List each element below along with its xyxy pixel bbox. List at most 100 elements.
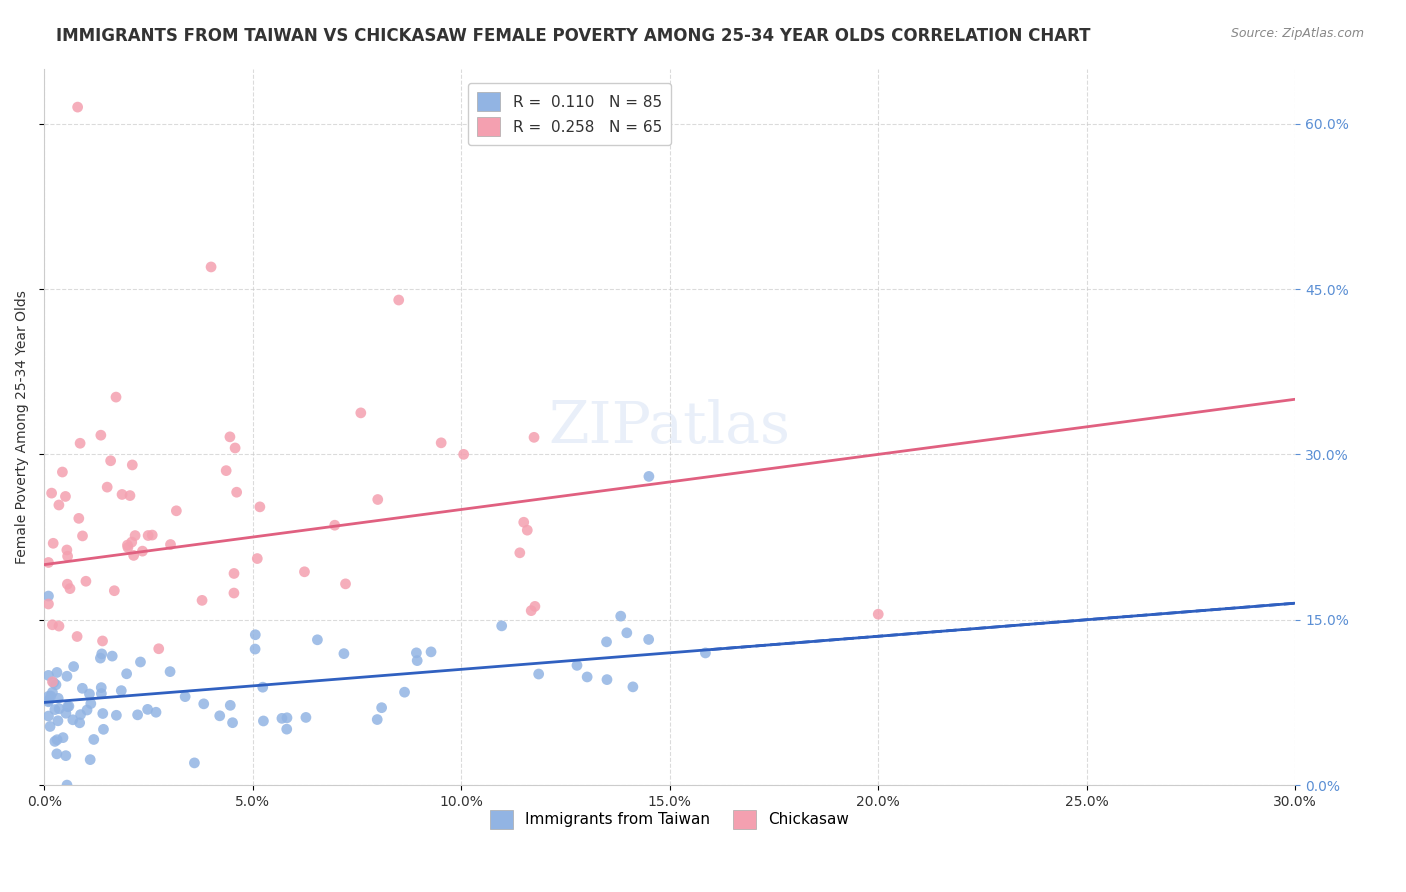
Point xyxy=(127,707,149,722)
Point xyxy=(45,747,67,761)
Point xyxy=(224,441,246,455)
Point xyxy=(276,722,298,736)
Point xyxy=(516,523,538,537)
Point xyxy=(69,707,91,722)
Point xyxy=(509,546,531,560)
Point xyxy=(39,689,62,703)
Point xyxy=(41,685,63,699)
Point xyxy=(37,589,59,603)
Point xyxy=(141,528,163,542)
Point xyxy=(72,681,94,696)
Point xyxy=(117,541,139,555)
Point xyxy=(323,518,346,533)
Point xyxy=(208,708,231,723)
Point xyxy=(183,756,205,770)
Point xyxy=(42,536,65,550)
Point xyxy=(93,723,115,737)
Point xyxy=(121,458,143,472)
Point xyxy=(41,674,63,689)
Point xyxy=(215,464,238,478)
Point xyxy=(388,293,411,307)
Point xyxy=(90,681,112,695)
Point xyxy=(219,430,242,444)
Point xyxy=(616,625,638,640)
Point xyxy=(91,706,114,721)
Point xyxy=(39,719,62,733)
Point xyxy=(59,582,82,596)
Point xyxy=(609,609,631,624)
Point xyxy=(115,666,138,681)
Point xyxy=(491,619,513,633)
Point xyxy=(103,583,125,598)
Point xyxy=(37,556,59,570)
Point xyxy=(367,492,389,507)
Point xyxy=(56,669,79,683)
Point xyxy=(295,710,318,724)
Point xyxy=(252,714,274,728)
Point xyxy=(638,469,661,483)
Point xyxy=(67,511,90,525)
Point xyxy=(370,700,392,714)
Point xyxy=(90,647,112,661)
Point xyxy=(83,732,105,747)
Point xyxy=(333,647,356,661)
Point xyxy=(565,658,588,673)
Point xyxy=(335,577,357,591)
Point xyxy=(200,260,222,274)
Point xyxy=(453,447,475,461)
Point xyxy=(193,697,215,711)
Point xyxy=(37,695,59,709)
Point xyxy=(56,778,79,792)
Point xyxy=(48,702,70,716)
Point xyxy=(46,714,69,728)
Point xyxy=(406,654,429,668)
Point xyxy=(46,665,69,680)
Point xyxy=(90,687,112,701)
Point xyxy=(37,709,59,723)
Point xyxy=(69,436,91,450)
Point xyxy=(430,435,453,450)
Point xyxy=(48,498,70,512)
Point xyxy=(221,715,243,730)
Point xyxy=(222,566,245,581)
Text: Source: ZipAtlas.com: Source: ZipAtlas.com xyxy=(1230,27,1364,40)
Legend: Immigrants from Taiwan, Chickasaw: Immigrants from Taiwan, Chickasaw xyxy=(484,804,855,835)
Point xyxy=(394,685,416,699)
Point xyxy=(520,604,543,618)
Y-axis label: Female Poverty Among 25-34 Year Olds: Female Poverty Among 25-34 Year Olds xyxy=(15,290,30,564)
Point xyxy=(101,649,124,664)
Point xyxy=(41,617,63,632)
Point xyxy=(405,646,427,660)
Point xyxy=(249,500,271,514)
Point xyxy=(48,619,70,633)
Point xyxy=(246,551,269,566)
Point xyxy=(37,693,59,707)
Point xyxy=(44,703,66,717)
Point xyxy=(66,630,89,644)
Point xyxy=(56,543,79,558)
Point xyxy=(165,504,187,518)
Point xyxy=(129,655,152,669)
Point xyxy=(76,703,98,717)
Point xyxy=(80,697,103,711)
Point xyxy=(42,675,65,690)
Point xyxy=(596,673,619,687)
Point xyxy=(56,549,79,564)
Point xyxy=(512,515,534,529)
Point xyxy=(56,699,79,714)
Point xyxy=(90,428,112,442)
Point xyxy=(58,699,80,714)
Point xyxy=(124,528,146,542)
Point xyxy=(51,465,73,479)
Point xyxy=(46,691,69,706)
Point xyxy=(75,574,97,589)
Text: ZIPatlas: ZIPatlas xyxy=(548,399,790,455)
Point xyxy=(55,748,77,763)
Point xyxy=(62,659,84,673)
Point xyxy=(69,715,91,730)
Point xyxy=(66,100,89,114)
Text: IMMIGRANTS FROM TAIWAN VS CHICKASAW FEMALE POVERTY AMONG 25-34 YEAR OLDS CORRELA: IMMIGRANTS FROM TAIWAN VS CHICKASAW FEMA… xyxy=(56,27,1091,45)
Point xyxy=(523,430,546,444)
Point xyxy=(271,711,294,725)
Point xyxy=(79,687,101,701)
